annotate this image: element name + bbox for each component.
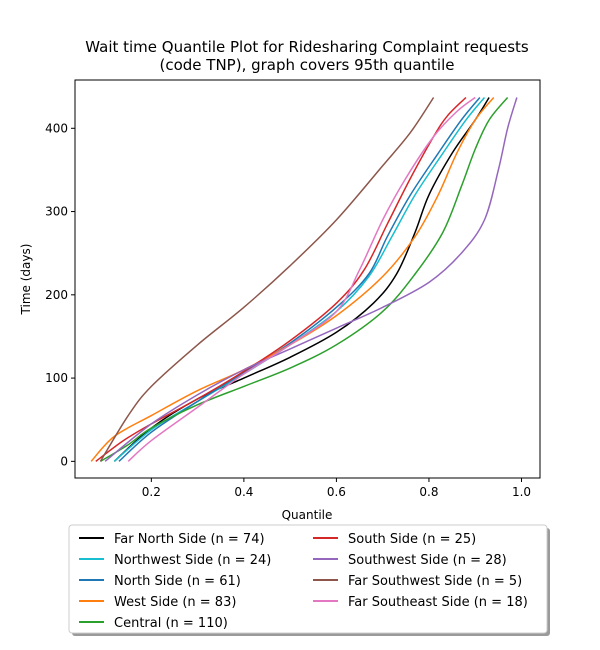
x-tick-label: 0.2: [142, 485, 161, 499]
x-tick-label: 0.6: [327, 485, 346, 499]
x-tick-label: 1.0: [512, 485, 531, 499]
series-line-7: [104, 97, 518, 462]
y-tick-label: 400: [45, 121, 68, 135]
series-line-9: [127, 96, 476, 462]
y-tick-label: 200: [45, 288, 68, 302]
y-tick-label: 0: [60, 454, 68, 468]
series-line-2: [113, 97, 486, 462]
x-axis-ticks: 0.2 0.4 0.6 0.8 1.0: [142, 478, 531, 499]
y-axis-ticks: 0 100 200 300 400: [45, 121, 75, 468]
legend: Far North Side (n = 74) Northwest Side (n…: [68, 524, 550, 636]
legend-label: Northwest Side (n = 24): [114, 553, 271, 568]
legend-label: North Side (n = 61): [114, 574, 241, 589]
legend-label: Central (n = 110): [114, 616, 228, 631]
legend-box: [68, 524, 548, 634]
x-axis-label: Quantile: [282, 508, 333, 522]
legend-label: Far Southeast Side (n = 18): [348, 595, 528, 610]
series-line-3: [118, 97, 481, 462]
y-tick-label: 100: [45, 371, 68, 385]
legend-label: South Side (n = 25): [348, 532, 476, 547]
legend-label: Far North Side (n = 74): [114, 532, 265, 547]
y-axis-label: Time (days): [19, 244, 33, 316]
series-line-4: [90, 97, 495, 462]
plot-frame: [74, 79, 541, 479]
x-tick-label: 0.8: [419, 485, 438, 499]
chart-title-line-1: Wait time Quantile Plot for Ridesharing …: [85, 38, 529, 56]
series-line-8: [99, 97, 435, 462]
series-layer: [90, 96, 518, 462]
x-tick-label: 0.4: [234, 485, 253, 499]
chart-title-line-2: (code TNP), graph covers 95th quantile: [160, 56, 455, 74]
y-tick-label: 300: [45, 205, 68, 219]
series-line-5: [100, 97, 509, 462]
legend-label: Far Southwest Side (n = 5): [348, 574, 522, 589]
legend-label: Southwest Side (n = 28): [348, 553, 507, 568]
legend-items: Far North Side (n = 74) Northwest Side (n…: [79, 532, 528, 631]
legend-label: West Side (n = 83): [114, 595, 236, 610]
